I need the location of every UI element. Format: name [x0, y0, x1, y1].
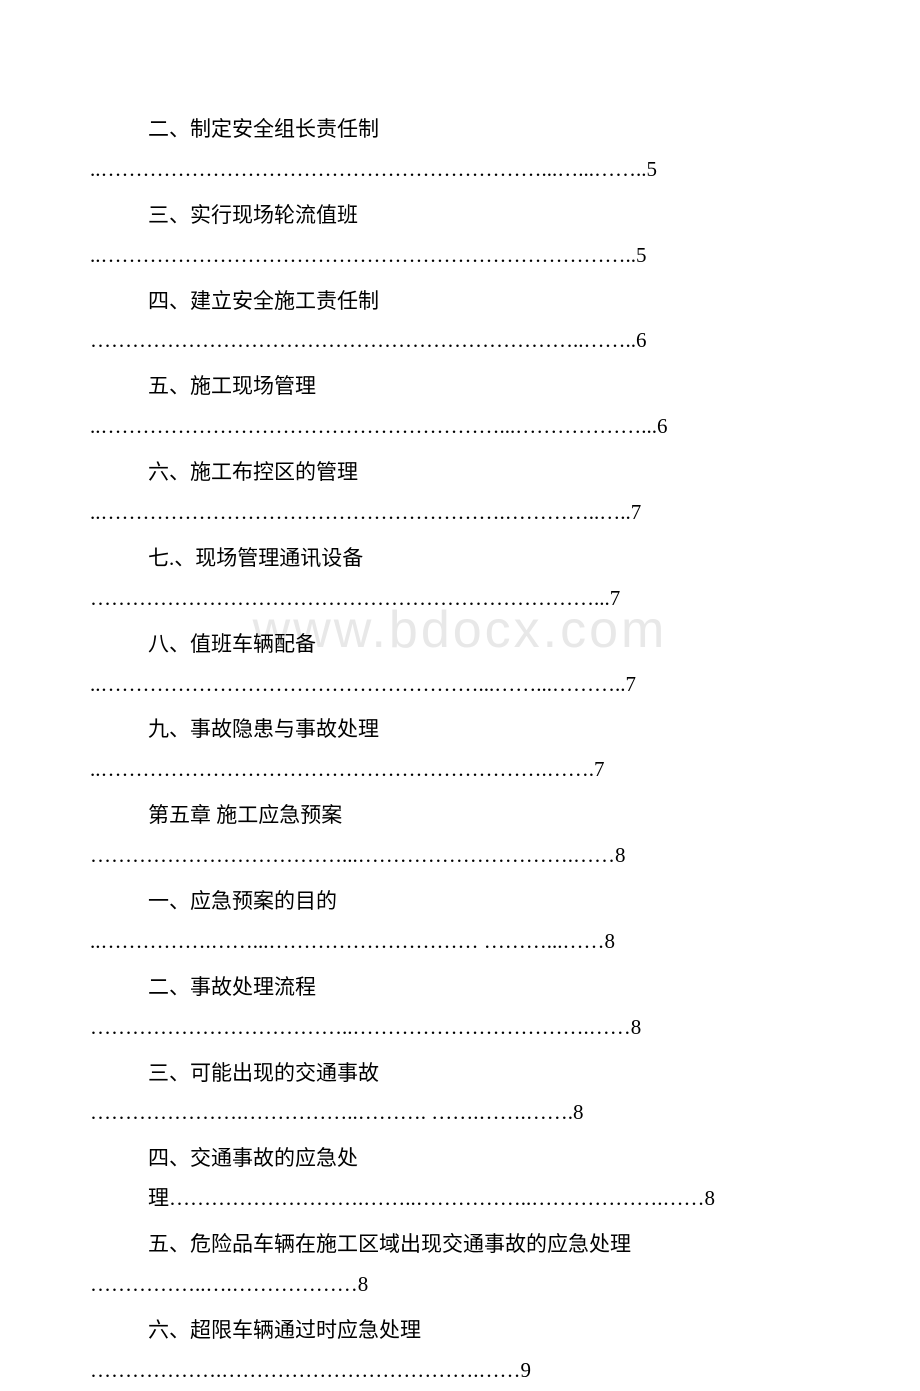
toc-entry: 五、危险品车辆在施工区域出现交通事故的应急处理 ……………..….………………8	[90, 1225, 830, 1305]
toc-title: 二、制定安全组长责任制	[90, 110, 830, 150]
toc-dots: ……………………………………………………………..……..6	[90, 321, 830, 361]
toc-title: 七.、现场管理通讯设备	[90, 539, 830, 579]
toc-combined: 四、交通事故的应急处理……………………….……..……………..……………….……	[90, 1139, 830, 1219]
toc-title: 二、事故处理流程	[90, 968, 830, 1008]
toc-title: 五、施工现场管理	[90, 367, 830, 407]
toc-dots: ………………………………..…………………………….……8	[90, 1008, 830, 1048]
toc-entry: 第五章 施工应急预案 ………………………………...………………………….……8	[90, 796, 830, 876]
toc-entry: 四、交通事故的应急处理……………………….……..……………..……………….……	[90, 1139, 830, 1219]
toc-entry: 三、实行现场轮流值班 ..…………………………………………………………………..…	[90, 196, 830, 276]
toc-entry: 六、施工布控区的管理 ..………………………………………………….…………..……	[90, 453, 830, 533]
toc-title: 三、实行现场轮流值班	[90, 196, 830, 236]
toc-dots: ……………..….………………8	[90, 1265, 830, 1305]
toc-title: 九、事故隐患与事故处理	[90, 710, 830, 750]
toc-dots: ..…………….……...………………………… ………...……8	[90, 922, 830, 962]
toc-entry: 七.、现场管理通讯设备 ………………………………………………………………...7	[90, 539, 830, 619]
toc-entry: 四、建立安全施工责任制 ……………………………………………………………..…….…	[90, 282, 830, 362]
toc-dots: ………………………………………………………………...7	[90, 579, 830, 619]
toc-dots: ..………………………………………………...……...………..7	[90, 665, 830, 705]
toc-dots: ……………….……………………………….……9	[90, 1351, 830, 1391]
toc-dots: ..……………………………………………………….…….7	[90, 750, 830, 790]
toc-title: 五、危险品车辆在施工区域出现交通事故的应急处理	[90, 1225, 830, 1265]
toc-entry: 五、施工现场管理 ..…………………………………………………...……………….…	[90, 367, 830, 447]
toc-title: 八、值班车辆配备	[90, 625, 830, 665]
toc-dots: ………………….……………..………. …….…….…….8	[90, 1093, 830, 1133]
toc-entry: 九、事故隐患与事故处理 ..……………………………………………………….…….7	[90, 710, 830, 790]
toc-entry: 三、可能出现的交通事故 ………………….……………..………. …….…….………	[90, 1054, 830, 1134]
toc-title: 第五章 施工应急预案	[90, 796, 830, 836]
toc-entry: 二、制定安全组长责任制 ..………………………………………………………...….…	[90, 110, 830, 190]
toc-entry: 八、值班车辆配备 ..………………………………………………...……...…………	[90, 625, 830, 705]
toc-title: 四、建立安全施工责任制	[90, 282, 830, 322]
toc-entry: 一、应急预案的目的 ..…………….……...………………………… ………...…	[90, 882, 830, 962]
toc-dots: ..…………………………………………………...………………...6	[90, 407, 830, 447]
toc-title: 六、超限车辆通过时应急处理	[90, 1311, 830, 1351]
toc-entry: 二、事故处理流程 ………………………………..…………………………….……8	[90, 968, 830, 1048]
toc-dots: ………………………………...………………………….……8	[90, 836, 830, 876]
toc-title: 三、可能出现的交通事故	[90, 1054, 830, 1094]
toc-title: 一、应急预案的目的	[90, 882, 830, 922]
toc-dots: ..…………………………………………………………………..5	[90, 236, 830, 276]
toc-entry: 六、超限车辆通过时应急处理 ……………….……………………………….……9	[90, 1311, 830, 1391]
toc-title: 六、施工布控区的管理	[90, 453, 830, 493]
toc-content: 二、制定安全组长责任制 ..………………………………………………………...….…	[90, 110, 830, 1391]
toc-dots: ..………………………………………………….…………..…..7	[90, 493, 830, 533]
toc-dots: ..………………………………………………………...…...……..5	[90, 150, 830, 190]
